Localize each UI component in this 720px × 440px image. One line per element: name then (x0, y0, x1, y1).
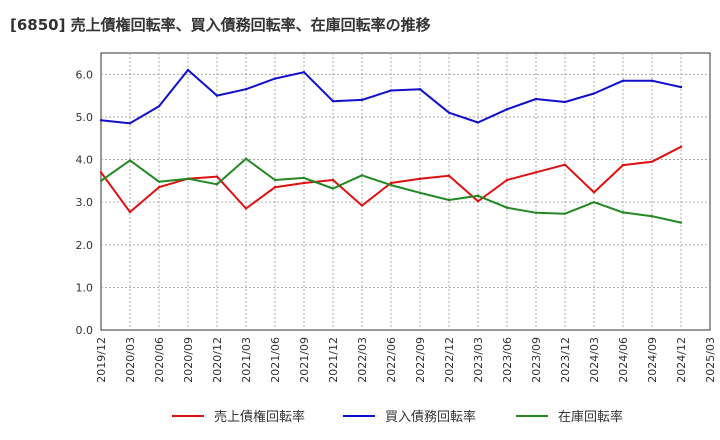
data-point (476, 194, 480, 197)
data-point (215, 183, 219, 186)
data-point (244, 88, 248, 91)
x-tick-label: 2022/06 (385, 337, 398, 383)
data-point (157, 180, 161, 183)
data-point (592, 200, 596, 204)
data-point (534, 211, 538, 215)
x-tick-label: 2023/03 (472, 337, 485, 383)
x-tick-label: 2019/12 (95, 337, 108, 383)
y-tick-label: 3.0 (76, 196, 94, 209)
data-point (505, 206, 509, 209)
plot-frame (100, 52, 711, 331)
data-point (650, 79, 654, 82)
legend-label: 売上債権回転率 (214, 409, 305, 425)
data-point (360, 98, 364, 102)
x-tick-label: 2023/12 (559, 337, 572, 383)
data-point (99, 119, 103, 122)
y-tick-label: 0.0 (76, 324, 94, 337)
x-tick-label: 2022/12 (443, 337, 456, 383)
y-tick-label: 5.0 (76, 111, 94, 124)
data-point (389, 89, 393, 92)
data-point (331, 178, 335, 182)
data-point (360, 204, 364, 207)
data-point (273, 77, 277, 80)
y-tick-label: 2.0 (76, 239, 94, 252)
x-tick-label: 2020/06 (153, 337, 166, 383)
x-tick-label: 2025/03 (704, 337, 717, 383)
data-point (679, 145, 683, 148)
data-point (273, 178, 277, 182)
data-point (592, 92, 596, 95)
x-tick-label: 2021/12 (327, 337, 340, 383)
x-tick-label: 2021/06 (269, 337, 282, 383)
chart-title: [6850] 売上債権回転率、買入債務回転率、在庫回転率の推移 (10, 16, 431, 34)
data-point (302, 70, 306, 74)
data-point (215, 175, 219, 178)
data-point (331, 99, 335, 103)
data-point (302, 181, 306, 185)
data-point (128, 210, 132, 214)
data-point (157, 105, 161, 108)
y-tick-label: 1.0 (76, 281, 94, 294)
data-point (621, 79, 625, 82)
data-point (418, 191, 422, 194)
legend-label: 在庫回転率 (558, 409, 623, 425)
x-tick-label: 2024/12 (675, 337, 688, 383)
data-point (679, 85, 683, 89)
data-point (389, 183, 393, 187)
data-point (244, 157, 248, 160)
data-point (389, 181, 393, 185)
data-point (215, 94, 219, 97)
data-point (273, 186, 277, 189)
data-point (128, 159, 132, 162)
data-point (563, 163, 567, 166)
legend-label: 買入債務回転率 (385, 409, 476, 425)
data-point (157, 186, 161, 189)
data-point (650, 215, 654, 218)
data-point (476, 121, 480, 124)
data-point (360, 174, 364, 177)
data-point (534, 97, 538, 101)
data-point (650, 160, 654, 163)
data-point (302, 176, 306, 180)
x-tick-label: 2024/03 (588, 337, 601, 383)
x-tick-label: 2020/03 (124, 337, 137, 383)
x-tick-label: 2022/03 (356, 337, 369, 383)
data-point (447, 174, 451, 177)
data-point (476, 200, 480, 203)
x-tick-label: 2023/09 (530, 337, 543, 383)
data-point (447, 111, 451, 114)
data-point (447, 198, 451, 202)
x-tick-label: 2021/03 (240, 337, 253, 383)
data-point (592, 191, 596, 194)
data-point (679, 221, 683, 224)
y-tick-label: 6.0 (76, 68, 94, 81)
data-point (99, 179, 103, 183)
data-point (331, 187, 335, 190)
x-tick-label: 2024/06 (617, 337, 630, 383)
x-tick-label: 2020/12 (211, 337, 224, 383)
x-tick-label: 2023/06 (501, 337, 514, 383)
x-tick-label: 2024/09 (646, 337, 659, 383)
data-point (563, 212, 567, 215)
data-point (563, 100, 567, 104)
data-point (128, 122, 132, 125)
y-tick-label: 4.0 (76, 154, 94, 167)
data-point (186, 68, 190, 72)
data-point (186, 177, 190, 180)
data-point (418, 88, 422, 91)
data-point (418, 177, 422, 180)
data-point (621, 211, 625, 214)
data-point (244, 207, 248, 210)
data-point (621, 163, 625, 167)
x-tick-label: 2021/09 (298, 337, 311, 383)
data-point (505, 178, 509, 182)
data-point (505, 108, 509, 111)
x-tick-label: 2020/09 (182, 337, 195, 383)
data-point (534, 171, 538, 174)
data-point (99, 171, 103, 174)
x-tick-label: 2022/09 (414, 337, 427, 383)
